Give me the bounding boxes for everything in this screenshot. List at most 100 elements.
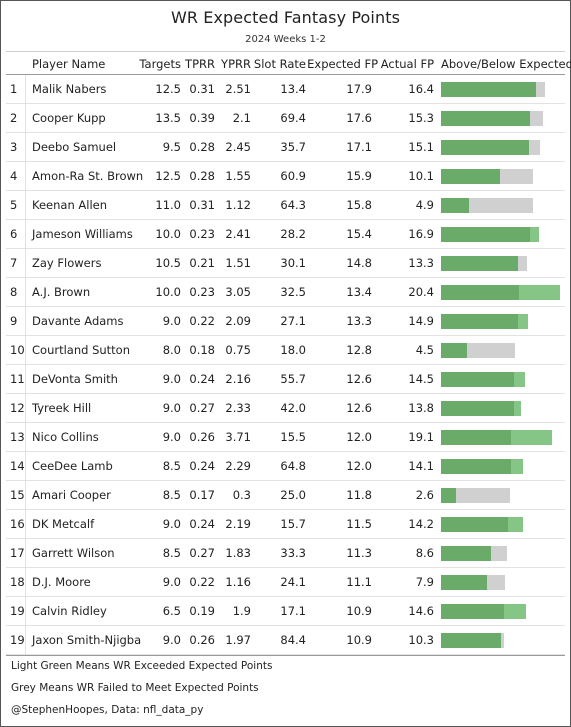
actual-points-bar <box>441 111 530 126</box>
yprr-cell: 2.41 <box>225 227 251 241</box>
actual-points-bar <box>441 169 500 184</box>
rank-cell: 12 <box>10 401 25 415</box>
row-divider <box>6 451 565 452</box>
rank-cell: 8 <box>10 285 18 299</box>
player-name-cell: Malik Nabers <box>32 82 107 96</box>
expected-fp-cell: 13.3 <box>346 314 372 328</box>
rank-cell: 3 <box>10 140 18 154</box>
expected-fp-cell: 12.0 <box>346 430 372 444</box>
rank-cell: 16 <box>10 517 25 531</box>
targets-cell: 10.5 <box>155 256 181 270</box>
actual-points-bar <box>441 488 457 503</box>
slot-rate-cell: 27.1 <box>280 314 306 328</box>
expected-fp-cell: 12.6 <box>346 401 372 415</box>
player-name-cell: Keenan Allen <box>32 198 108 212</box>
player-name-cell: Amon-Ra St. Brown <box>32 169 144 183</box>
expected-fp-cell: 11.8 <box>346 488 372 502</box>
row-divider <box>6 161 565 162</box>
rank-cell: 4 <box>10 169 18 183</box>
row-divider <box>6 538 565 539</box>
player-name-cell: Calvin Ridley <box>32 604 107 618</box>
rank-column-divider <box>25 220 26 249</box>
targets-cell: 8.5 <box>162 488 181 502</box>
footer-note-light-green: Light Green Means WR Exceeded Expected P… <box>11 660 273 672</box>
targets-cell: 10.0 <box>155 285 181 299</box>
tprr-cell: 0.24 <box>189 459 215 473</box>
actual-points-bar <box>441 546 491 561</box>
tprr-cell: 0.23 <box>189 285 215 299</box>
rank-cell: 11 <box>10 372 25 386</box>
targets-cell: 10.0 <box>155 227 181 241</box>
actual-fp-cell: 19.1 <box>408 430 434 444</box>
expected-fp-cell: 12.8 <box>346 343 372 357</box>
rank-column-divider <box>25 597 26 626</box>
slot-rate-cell: 35.7 <box>280 140 306 154</box>
actual-fp-cell: 8.6 <box>415 546 434 560</box>
tprr-cell: 0.27 <box>189 546 215 560</box>
actual-points-bar <box>441 198 470 213</box>
row-divider <box>6 219 565 220</box>
actual-fp-cell: 2.6 <box>415 488 434 502</box>
actual-points-bar <box>441 343 468 358</box>
table-row: 18 D.J. Moore 9.0 0.22 1.16 24.1 11.1 7.9 <box>6 568 565 597</box>
actual-points-bar <box>441 575 487 590</box>
expected-points-bar <box>441 517 508 532</box>
rank-cell: 19 <box>10 604 25 618</box>
actual-points-bar <box>441 633 501 648</box>
header-tprr: TPRR <box>185 57 215 71</box>
expected-fp-cell: 12.0 <box>346 459 372 473</box>
slot-rate-cell: 28.2 <box>280 227 306 241</box>
header-expected-fp: Expected FP <box>307 57 378 71</box>
table-row: 17 Garrett Wilson 8.5 0.27 1.83 33.3 11.3 8.6 <box>6 539 565 568</box>
expected-fp-cell: 17.6 <box>346 111 372 125</box>
rank-column-divider <box>25 249 26 278</box>
slot-rate-cell: 30.1 <box>280 256 306 270</box>
header-player: Player Name <box>32 57 106 71</box>
row-divider <box>6 132 565 133</box>
targets-cell: 8.5 <box>162 459 181 473</box>
targets-cell: 9.0 <box>162 517 181 531</box>
rank-column-divider <box>25 626 26 655</box>
tprr-cell: 0.28 <box>189 169 215 183</box>
player-name-cell: Cooper Kupp <box>32 111 106 125</box>
actual-fp-cell: 15.3 <box>408 111 434 125</box>
expected-fp-cell: 10.9 <box>346 604 372 618</box>
rank-column-divider <box>25 568 26 597</box>
rank-cell: 2 <box>10 111 18 125</box>
rank-column-divider <box>25 423 26 452</box>
below-expected-bar <box>441 488 510 503</box>
rank-column-divider <box>25 133 26 162</box>
rank-cell: 13 <box>10 430 25 444</box>
expected-points-bar <box>441 604 505 619</box>
actual-fp-cell: 15.1 <box>408 140 434 154</box>
targets-cell: 12.5 <box>155 169 181 183</box>
table-row: 9 Davante Adams 9.0 0.22 2.09 27.1 13.3 14.9 <box>6 307 565 336</box>
expected-points-bar <box>441 459 511 474</box>
table-row: 8 A.J. Brown 10.0 0.23 3.05 32.5 13.4 20.4 <box>6 278 565 307</box>
rank-cell: 10 <box>10 343 25 357</box>
row-divider <box>6 625 565 626</box>
player-name-cell: Jameson Williams <box>32 227 133 241</box>
header-slot-rate: Slot Rate <box>253 57 306 71</box>
tprr-cell: 0.27 <box>189 401 215 415</box>
targets-cell: 11.0 <box>155 198 181 212</box>
slot-rate-cell: 32.5 <box>280 285 306 299</box>
table-row: 3 Deebo Samuel 9.5 0.28 2.45 35.7 17.1 15.1 <box>6 133 565 162</box>
yprr-cell: 2.45 <box>225 140 251 154</box>
rank-column-divider <box>25 539 26 568</box>
player-name-cell: Nico Collins <box>32 430 99 444</box>
yprr-cell: 1.97 <box>225 633 251 647</box>
yprr-cell: 3.71 <box>225 430 251 444</box>
table-row: 4 Amon-Ra St. Brown 12.5 0.28 1.55 60.9 15.9 10… <box>6 162 565 191</box>
slot-rate-cell: 64.8 <box>280 459 306 473</box>
yprr-cell: 2.51 <box>225 82 251 96</box>
player-name-cell: Zay Flowers <box>32 256 102 270</box>
table-row: 6 Jameson Williams 10.0 0.23 2.41 28.2 15.4 16.… <box>6 220 565 249</box>
table-row: 5 Keenan Allen 11.0 0.31 1.12 64.3 15.8 4.9 <box>6 191 565 220</box>
yprr-cell: 0.3 <box>232 488 251 502</box>
rank-cell: 17 <box>10 546 25 560</box>
player-name-cell: A.J. Brown <box>32 285 91 299</box>
tprr-cell: 0.22 <box>189 575 215 589</box>
slot-rate-cell: 84.4 <box>280 633 306 647</box>
rank-column-divider <box>25 307 26 336</box>
